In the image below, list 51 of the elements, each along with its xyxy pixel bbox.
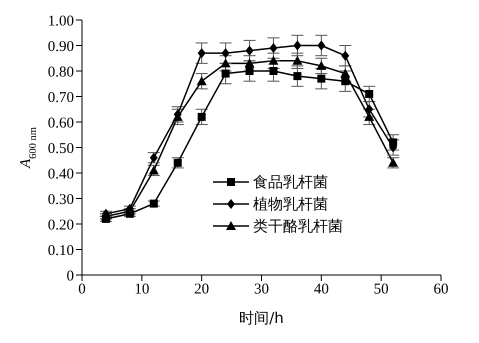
y-tick-label: 0.90	[48, 38, 74, 55]
x-tick-label: 40	[314, 282, 329, 298]
point	[269, 67, 278, 75]
legend-label: 类干酪乳杆菌	[253, 216, 343, 236]
y-tick-label: 0.70	[48, 90, 74, 106]
point	[365, 90, 374, 98]
point	[198, 48, 206, 58]
point	[222, 70, 230, 78]
x-tick-label: 20	[194, 282, 210, 298]
y-tick-label: 0.30	[48, 192, 74, 208]
point	[220, 58, 231, 68]
x-tick-label: 50	[374, 282, 389, 298]
point	[293, 40, 302, 50]
y-tick-label: 0.80	[48, 64, 74, 80]
y-tick-label: 0.50	[48, 140, 74, 157]
point	[222, 48, 230, 58]
point	[316, 60, 326, 70]
point	[389, 138, 398, 146]
point	[365, 104, 374, 114]
point	[292, 56, 302, 65]
point	[341, 77, 350, 86]
y-tick-label: 0.20	[48, 217, 74, 234]
point	[246, 46, 254, 56]
x-tick-label: 30	[254, 282, 269, 298]
x-axis-title: 时间/h	[239, 309, 284, 327]
x-tick-label: 60	[434, 282, 448, 298]
point	[196, 76, 207, 86]
point	[268, 56, 278, 65]
point	[341, 50, 350, 61]
y-tick-label: 0.40	[48, 166, 74, 182]
point	[102, 214, 110, 223]
point	[317, 74, 326, 83]
y-tick-label: 1.00	[48, 13, 74, 30]
point	[198, 112, 206, 121]
point	[244, 58, 255, 68]
point	[269, 43, 278, 54]
point	[364, 112, 374, 121]
legend-label: 食品乳杆菌	[253, 172, 328, 192]
y-tick-label: 0	[66, 268, 74, 284]
point	[150, 200, 158, 208]
x-tick-label: 0	[78, 282, 86, 298]
point	[174, 158, 182, 167]
point	[340, 68, 350, 78]
point	[246, 67, 254, 75]
point	[126, 210, 134, 218]
x-tick-label: 10	[134, 282, 150, 298]
point	[293, 72, 302, 80]
y-tick-label: 0.60	[48, 115, 74, 132]
y-tick-label: 0.10	[48, 242, 74, 259]
point	[317, 40, 326, 50]
legend-label: 植物乳杆菌	[253, 194, 328, 214]
